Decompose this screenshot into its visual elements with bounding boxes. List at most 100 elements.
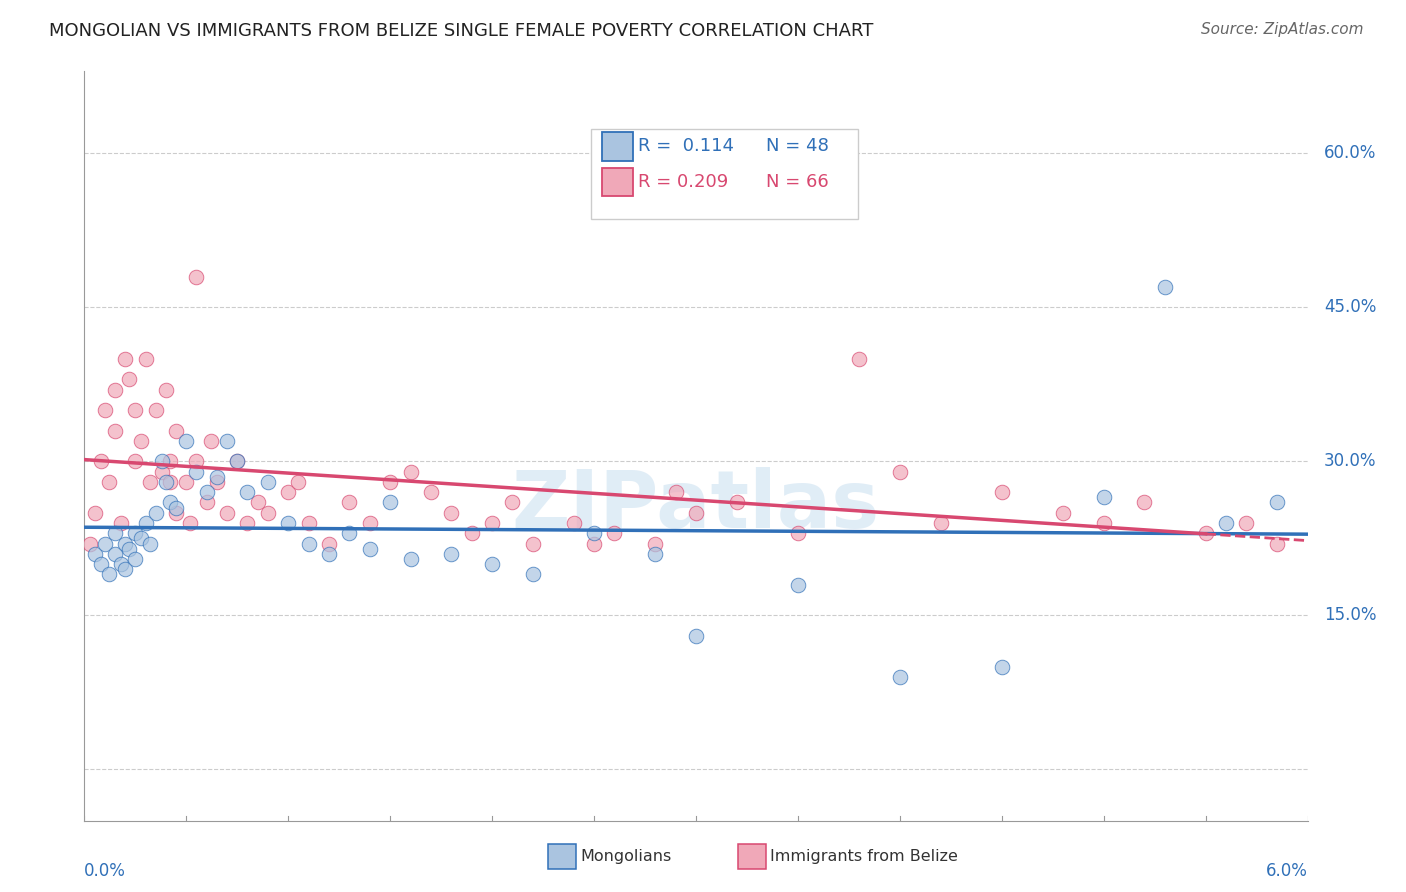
Point — [226, 454, 249, 468]
Point — [399, 552, 422, 566]
Point — [787, 577, 810, 591]
Point — [1052, 506, 1074, 520]
Point — [93, 403, 115, 417]
Point — [174, 475, 197, 489]
Point — [124, 526, 146, 541]
Point — [131, 532, 153, 546]
Point — [481, 516, 503, 530]
Point — [205, 475, 228, 489]
Point — [165, 424, 187, 438]
Text: 15.0%: 15.0% — [1324, 607, 1376, 624]
Point — [298, 536, 321, 550]
Point — [200, 434, 222, 448]
Point — [110, 557, 132, 571]
Point — [135, 351, 157, 366]
Point — [124, 552, 146, 566]
Point — [145, 403, 167, 417]
Point — [118, 541, 141, 556]
Point — [665, 485, 688, 500]
Point — [114, 562, 136, 576]
Point — [1236, 516, 1258, 530]
Point — [257, 475, 280, 489]
Point — [135, 516, 157, 530]
Point — [186, 269, 208, 284]
Point — [399, 465, 422, 479]
Point — [97, 567, 120, 582]
Point — [195, 495, 218, 509]
Point — [104, 424, 127, 438]
Point — [174, 434, 197, 448]
Point — [79, 536, 101, 550]
Point — [685, 506, 707, 520]
Point — [165, 506, 187, 520]
Point — [186, 465, 208, 479]
Point — [298, 516, 321, 530]
Point — [380, 495, 402, 509]
Point — [1195, 526, 1218, 541]
Text: Mongolians: Mongolians — [581, 849, 672, 863]
Point — [685, 629, 707, 643]
Point — [1154, 280, 1177, 294]
Point — [420, 485, 443, 500]
Point — [440, 547, 463, 561]
Point — [97, 475, 120, 489]
Point — [583, 536, 606, 550]
Point — [104, 383, 127, 397]
Point — [1265, 495, 1288, 509]
Point — [889, 670, 911, 684]
Text: R = 0.209: R = 0.209 — [638, 173, 728, 191]
Text: 6.0%: 6.0% — [1265, 862, 1308, 880]
Point — [318, 536, 340, 550]
Text: MONGOLIAN VS IMMIGRANTS FROM BELIZE SINGLE FEMALE POVERTY CORRELATION CHART: MONGOLIAN VS IMMIGRANTS FROM BELIZE SING… — [49, 22, 873, 40]
Point — [159, 454, 181, 468]
Point — [138, 536, 160, 550]
Point — [195, 485, 218, 500]
Text: N = 48: N = 48 — [766, 137, 830, 155]
Point — [277, 516, 299, 530]
Point — [1215, 516, 1237, 530]
Point — [339, 495, 361, 509]
Point — [114, 351, 136, 366]
Point — [145, 506, 167, 520]
Point — [1092, 491, 1115, 505]
Point — [150, 465, 173, 479]
Text: ZIPatlas: ZIPatlas — [512, 467, 880, 545]
Point — [522, 567, 544, 582]
Point — [226, 454, 249, 468]
Point — [889, 465, 911, 479]
Point — [179, 516, 201, 530]
Point — [93, 536, 115, 550]
Point — [83, 547, 105, 561]
Point — [562, 516, 585, 530]
Point — [246, 495, 269, 509]
Point — [159, 475, 181, 489]
Point — [165, 500, 187, 515]
Point — [155, 475, 177, 489]
Point — [991, 485, 1014, 500]
Point — [124, 403, 146, 417]
Point — [359, 541, 381, 556]
Text: 60.0%: 60.0% — [1324, 145, 1376, 162]
Text: R =  0.114: R = 0.114 — [638, 137, 734, 155]
Point — [110, 516, 132, 530]
Point — [104, 526, 127, 541]
Point — [929, 516, 952, 530]
Point — [83, 506, 105, 520]
Point — [236, 485, 259, 500]
Point — [440, 506, 463, 520]
Point — [583, 526, 606, 541]
Point — [1133, 495, 1156, 509]
Point — [277, 485, 299, 500]
Point — [522, 536, 544, 550]
Point — [339, 526, 361, 541]
Point — [481, 557, 503, 571]
Point — [217, 434, 239, 448]
Point — [1265, 536, 1288, 550]
Text: Source: ZipAtlas.com: Source: ZipAtlas.com — [1201, 22, 1364, 37]
Point — [787, 526, 810, 541]
Point — [359, 516, 381, 530]
Point — [186, 454, 208, 468]
Point — [287, 475, 309, 489]
Text: 45.0%: 45.0% — [1324, 299, 1376, 317]
Point — [603, 526, 626, 541]
